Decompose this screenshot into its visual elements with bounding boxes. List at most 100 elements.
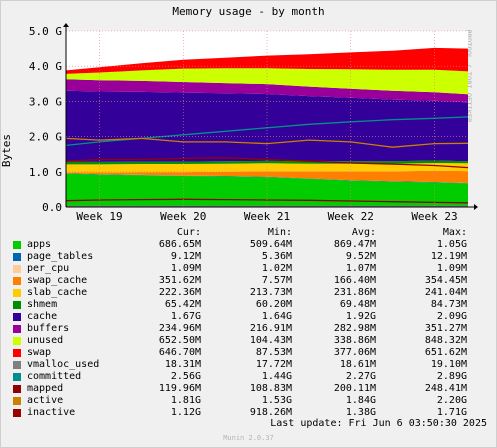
legend-swatch [13,361,21,369]
legend-name: per_cpu [27,263,70,274]
y-axis-arrow [63,23,69,27]
legend-row-slab-cache: slab_cache 222.36M 213.73M 231.86M 241.04M [0,287,497,299]
y-tick-label: 5.0 G [29,25,62,38]
x-tick-label: Week 23 [411,210,457,220]
legend-min-value: 7.57M [261,275,292,286]
chart-title: Memory usage - by month [172,5,325,18]
legend-avg-value: 231.86M [333,287,376,298]
legend-swatch [13,385,21,393]
legend-avg-value: 377.06M [333,347,376,358]
chart-plot: 0.0 1.0 G 2.0 G 3.0 G 4.0 G 5.0 G Week 19 Week … [29,23,478,220]
legend-name: inactive [27,407,76,418]
legend-cur-value: 1.67G [170,311,201,322]
y-tick-label: 1.0 G [29,166,62,179]
legend-max-value: 651.62M [424,347,467,358]
area-slab-cache [66,163,468,173]
munin-version: Munin 2.0.37 [223,434,274,442]
legend-swatch [13,349,21,357]
legend-row-cache: cache 1.67G 1.64G 1.92G 2.09G [0,311,497,323]
legend-cur-value: 652.50M [158,335,201,346]
area-swap [66,47,468,74]
legend-max-value: 351.27M [424,323,467,334]
legend-row-buffers: buffers 234.96M 216.91M 282.98M 351.27M [0,323,497,335]
legend-avg-value: 1.38G [345,407,376,418]
legend-min-value: 17.72M [255,359,292,370]
area-buffers [66,79,468,103]
y-tick-label: 3.0 G [29,95,62,108]
x-tick-label: Week 22 [328,210,374,220]
legend-max-value: 1.09M [436,263,467,274]
legend-avg-value: 1.92G [345,311,376,322]
legend-avg-value: 282.98M [333,323,376,334]
legend-max-value: 2.09G [436,311,467,322]
y-tick-label: 0.0 [42,201,62,214]
legend-row-inactive: inactive 1.12G 918.26M 1.38G 1.71G [0,407,497,419]
legend-avg-value: 1.07M [345,263,376,274]
legend-min-value: 104.43M [249,335,292,346]
legend-max-value: 12.19M [430,251,467,262]
legend-swatch [13,409,21,417]
y-tick-label: 2.0 G [29,131,62,144]
area-unused [66,68,468,95]
legend-avg-value: 869.47M [333,239,376,250]
legend-cur-value: 9.12M [170,251,201,262]
legend-swatch [13,253,21,261]
legend-cur-value: 222.36M [158,287,201,298]
legend-max-value: 2.89G [436,371,467,382]
legend-max-value: 248.41M [424,383,467,394]
legend-min-value: 5.36M [261,251,292,262]
legend-swatch [13,373,21,381]
legend-cur-value: 234.96M [158,323,201,334]
legend-min-value: 1.53G [261,395,292,406]
legend-name: vmalloc_used [27,359,100,370]
legend-name: active [27,395,64,406]
legend-cur-value: 119.96M [158,383,201,394]
last-update: Last update: Fri Jun 6 03:50:30 2025 [270,418,487,429]
area-page-tables [66,173,468,184]
legend-header-min: Min: [267,227,292,238]
legend-cur-value: 2.56G [170,371,201,382]
legend-row-shmem: shmem 65.42M 60.20M 69.48M 84.73M [0,299,497,311]
legend-max-value: 1.71G [436,407,467,418]
legend-max-value: 241.04M [424,287,467,298]
legend-avg-value: 338.86M [333,335,376,346]
legend-avg-value: 1.84G [345,395,376,406]
legend-max-value: 84.73M [430,299,467,310]
legend-avg-value: 9.52M [345,251,376,262]
legend-name: swap_cache [27,275,88,286]
legend-cur-value: 18.31M [164,359,201,370]
legend-swatch [13,289,21,297]
legend-row-per-cpu: per_cpu 1.09M 1.02M 1.07M 1.09M [0,263,497,275]
legend-max-value: 19.10M [430,359,467,370]
legend-row-swap-cache: swap_cache 351.62M 7.57M 166.40M 354.45M [0,275,497,287]
legend-swatch [13,313,21,321]
legend-cur-value: 65.42M [164,299,201,310]
legend-cur-value: 1.12G [170,407,201,418]
line-active [65,137,469,148]
legend-row-apps: apps 686.65M 509.64M 869.47M 1.05G [0,239,497,251]
legend-row-committed: committed 2.56G 1.44G 2.27G 2.89G [0,371,497,383]
legend-avg-value: 166.40M [333,275,376,286]
legend-min-value: 213.73M [249,287,292,298]
legend-min-value: 1.64G [261,311,292,322]
legend-max-value: 354.45M [424,275,467,286]
legend-name: slab_cache [27,287,88,298]
legend-swatch [13,337,21,345]
legend-name: cache [27,311,58,322]
y-tick-label: 4.0 G [29,60,62,73]
legend-name: swap [27,347,52,358]
legend-min-value: 87.53M [255,347,292,358]
legend-min-value: 918.26M [249,407,292,418]
legend-min-value: 1.02M [261,263,292,274]
x-tick-label: Week 19 [76,210,122,220]
x-tick-label: Week 21 [244,210,290,220]
legend-swatch [13,397,21,405]
area-swap-cache [66,170,468,183]
legend-cur-value: 1.81G [170,395,201,406]
legend-header-cur: Cur: [176,227,201,238]
legend-swatch [13,277,21,285]
legend-name: shmem [27,299,58,310]
legend-swatch [13,265,21,273]
legend-name: buffers [27,323,70,334]
legend-row-active: active 1.81G 1.53G 1.84G 2.20G [0,395,497,407]
